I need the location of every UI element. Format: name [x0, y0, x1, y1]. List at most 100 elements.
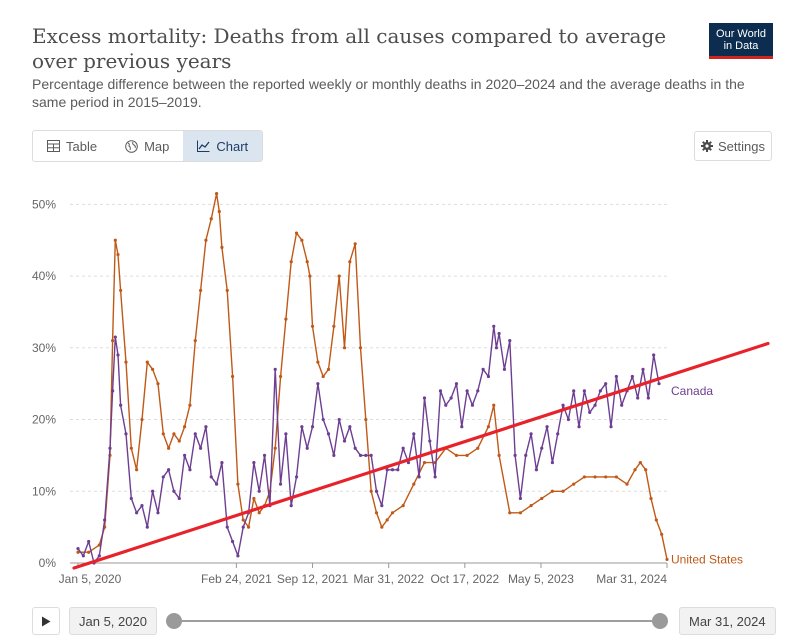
data-point [582, 475, 586, 479]
play-button[interactable] [32, 607, 60, 635]
data-point [305, 446, 309, 450]
data-point [310, 324, 315, 328]
data-point [140, 504, 144, 508]
data-point [332, 453, 336, 458]
data-point [177, 439, 181, 443]
data-point [119, 288, 123, 293]
data-point [111, 339, 115, 343]
data-point [644, 468, 648, 472]
y-tick-label: 40% [32, 269, 56, 283]
y-tick-label: 10% [32, 484, 56, 498]
data-point [284, 432, 288, 436]
data-point [572, 389, 576, 393]
data-point [433, 475, 437, 479]
data-point [417, 475, 421, 479]
data-point [220, 245, 224, 249]
data-point [412, 482, 416, 486]
data-point [337, 274, 341, 278]
data-point [412, 432, 416, 436]
y-tick-label: 20% [32, 413, 56, 427]
data-point [406, 460, 411, 465]
data-point [156, 382, 160, 386]
data-point [316, 360, 320, 364]
data-point [561, 489, 565, 493]
data-point [486, 374, 491, 379]
data-point [236, 554, 240, 558]
data-point [494, 346, 499, 350]
data-point [273, 367, 277, 371]
data-point [540, 496, 544, 501]
timeline-end-date[interactable]: Mar 31, 2024 [679, 607, 776, 635]
annotation-trend-line [72, 341, 770, 570]
data-point [124, 360, 128, 364]
data-point [577, 425, 581, 429]
data-point [209, 217, 213, 221]
timeline-start-date[interactable]: Jan 5, 2020 [69, 607, 157, 635]
data-point [300, 425, 304, 429]
data-point [236, 482, 240, 486]
data-point [161, 475, 165, 479]
data-point [257, 489, 261, 493]
data-point [390, 468, 395, 472]
data-point [225, 525, 229, 529]
data-point [620, 403, 624, 407]
tab-map[interactable]: Map [111, 131, 183, 161]
data-point [135, 468, 139, 472]
data-point [321, 417, 325, 422]
tab-chart[interactable]: Chart [183, 131, 263, 161]
data-point [556, 432, 560, 436]
data-point [508, 339, 512, 343]
data-point [649, 496, 653, 501]
data-point [380, 525, 384, 529]
data-point [374, 489, 379, 493]
data-point [316, 382, 320, 386]
data-point [241, 518, 245, 522]
data-point [638, 460, 642, 465]
data-point [369, 489, 373, 493]
data-point [76, 547, 80, 551]
data-point [545, 425, 549, 429]
data-point [636, 396, 640, 400]
data-point [116, 353, 120, 357]
y-tick-label: 0% [39, 556, 57, 570]
data-point [156, 511, 160, 515]
tab-table[interactable]: Table [33, 131, 111, 161]
data-point [353, 446, 357, 450]
data-point [145, 360, 149, 364]
data-point [654, 518, 658, 522]
data-point [428, 439, 432, 443]
data-point [625, 482, 629, 486]
data-point [390, 511, 395, 515]
data-point [497, 453, 501, 458]
data-point [188, 403, 192, 407]
our-world-in-data-logo[interactable]: Our World in Data [709, 23, 773, 59]
data-point [401, 446, 405, 450]
data-point [358, 346, 363, 350]
data-point [87, 550, 91, 554]
data-point [204, 425, 208, 429]
data-point [310, 425, 315, 429]
data-point [572, 482, 576, 486]
data-point [140, 417, 144, 422]
data-point [230, 539, 235, 544]
data-point [116, 252, 120, 257]
data-point [444, 403, 448, 407]
data-point [135, 511, 139, 515]
data-point [204, 238, 208, 242]
data-point [630, 374, 634, 379]
x-tick-label: Oct 17, 2022 [430, 572, 499, 586]
data-point [161, 432, 165, 436]
data-point [609, 425, 613, 429]
data-point [348, 425, 352, 429]
data-point [321, 374, 325, 379]
tab-chart-label: Chart [216, 138, 249, 154]
timeline-end-handle[interactable] [652, 613, 668, 629]
timeline-start-handle[interactable] [166, 613, 182, 629]
data-point [665, 557, 669, 562]
data-point [87, 539, 91, 544]
timeline-track[interactable] [174, 620, 660, 622]
settings-button[interactable]: Settings [694, 131, 772, 161]
data-point [230, 374, 235, 379]
data-point [209, 475, 213, 479]
data-point [486, 425, 491, 429]
